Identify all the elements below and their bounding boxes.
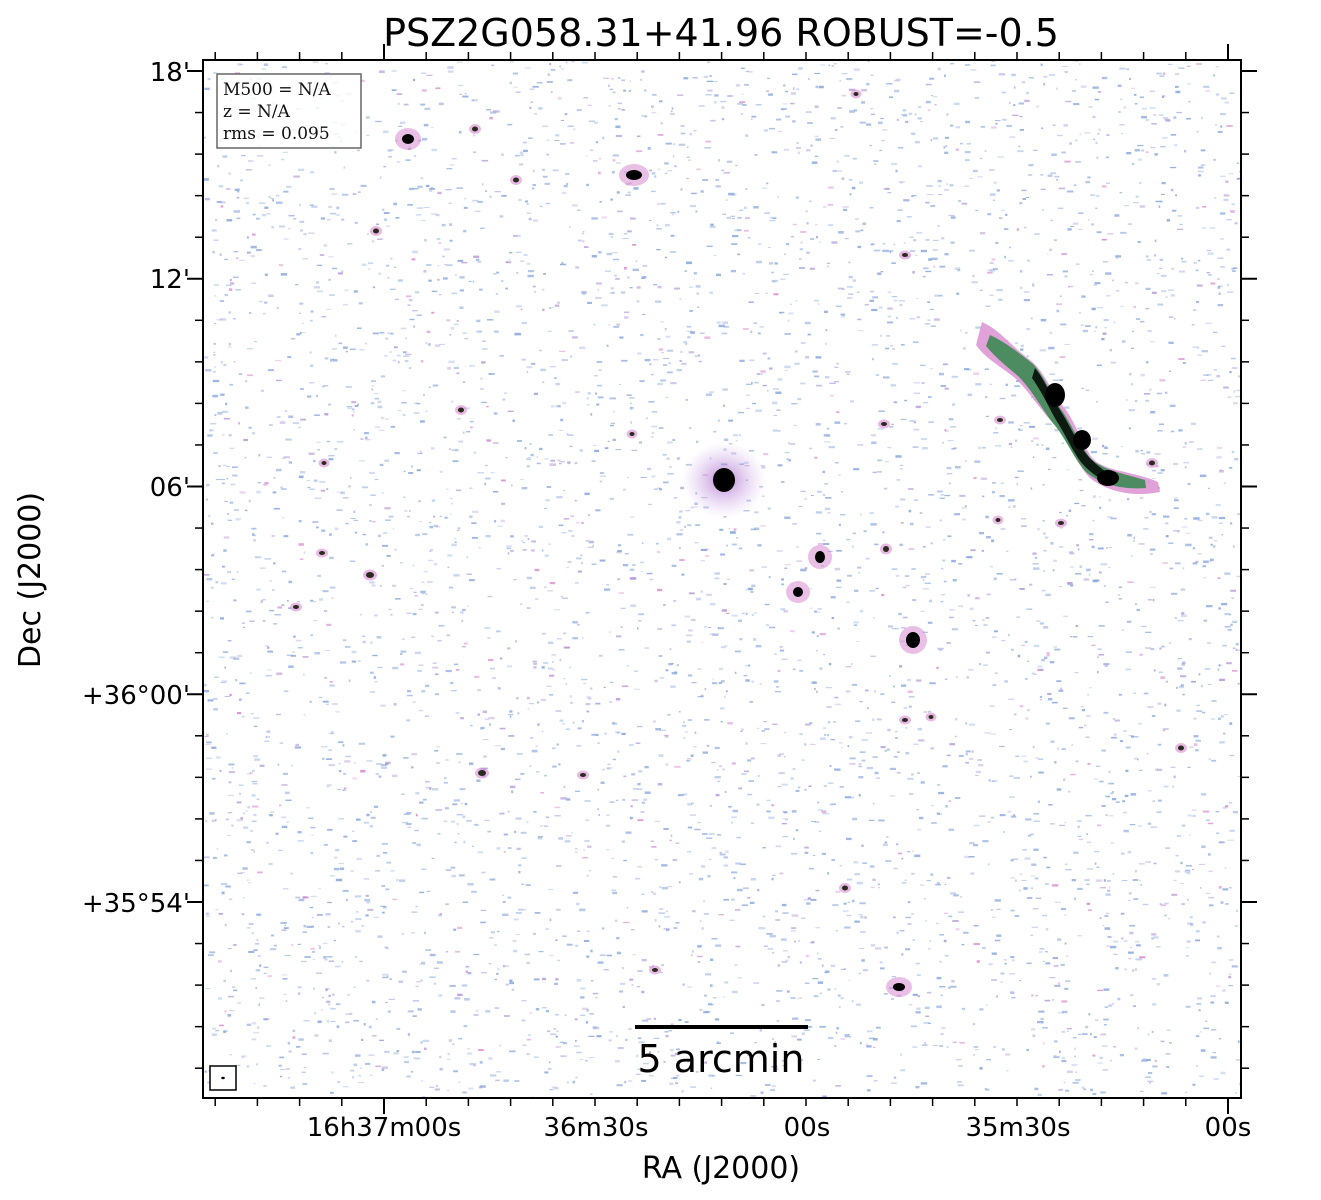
y-tick-label: +35°54' <box>82 889 190 919</box>
scale-bar-label: 5 arcmin <box>638 1037 805 1081</box>
compact-source <box>580 773 586 777</box>
compact-source <box>853 92 859 96</box>
y-tick-label: +36°00' <box>82 681 190 711</box>
compact-source <box>1178 745 1184 751</box>
compact-source <box>842 885 848 891</box>
beam-indicator <box>209 1065 237 1091</box>
x-tick-labels: 16h37m00s 36m30s 00s 35m30s 00s <box>307 1113 1252 1143</box>
image-area <box>203 60 1241 1098</box>
x-tick-label: 00s <box>1205 1113 1252 1143</box>
compact-source <box>815 551 825 563</box>
y-tick-labels: 18' 12' 06' +36°00' +35°54' <box>82 58 190 919</box>
compact-source <box>1149 460 1155 466</box>
compact-source <box>478 770 486 776</box>
compact-source <box>928 715 934 719</box>
compact-source <box>652 968 658 972</box>
compact-source <box>1058 521 1064 525</box>
x-tick-label: 36m30s <box>543 1113 648 1143</box>
compact-source <box>893 983 905 991</box>
x-axis-label: RA (J2000) <box>642 1151 800 1186</box>
axis-ticks <box>187 44 1257 1114</box>
noise-speckle <box>203 60 1241 1098</box>
rms-label: rms = 0.095 <box>223 124 330 144</box>
extended-radio-source <box>976 322 1160 495</box>
central-bright-source <box>682 442 766 518</box>
compact-source <box>997 418 1003 422</box>
y-tick-label: 12' <box>150 265 190 295</box>
compact-source <box>319 551 325 555</box>
compact-source <box>995 518 1001 522</box>
compact-source <box>902 253 908 257</box>
x-tick-label: 35m30s <box>965 1113 1070 1143</box>
compact-source <box>402 134 414 144</box>
y-axis-label: Dec (J2000) <box>13 492 48 668</box>
compact-source <box>373 228 379 234</box>
compact-source <box>883 546 889 552</box>
compact-source <box>902 718 908 722</box>
compact-source <box>629 432 635 436</box>
compact-source <box>293 605 299 609</box>
compact-source <box>906 632 920 648</box>
mass-label: M500 = N/A <box>223 80 332 100</box>
compact-source <box>472 126 478 132</box>
compact-source <box>513 177 519 183</box>
y-tick-label: 18' <box>150 58 190 88</box>
compact-source <box>793 587 803 597</box>
scale-bar: 5 arcmin <box>635 1025 808 1081</box>
figure-title: PSZ2G058.31+41.96 ROBUST=-0.5 <box>383 11 1059 55</box>
y-tick-label: 06' <box>150 473 190 503</box>
compact-source <box>881 422 887 426</box>
compact-sources <box>290 89 1187 997</box>
compact-source <box>626 170 642 180</box>
compact-source <box>366 572 374 578</box>
x-tick-label: 00s <box>784 1113 831 1143</box>
x-tick-label: 16h37m00s <box>307 1113 462 1143</box>
info-box: M500 = N/A z = N/A rms = 0.095 <box>216 73 362 149</box>
compact-source <box>458 407 464 413</box>
redshift-label: z = N/A <box>223 102 291 122</box>
compact-source <box>321 461 327 465</box>
